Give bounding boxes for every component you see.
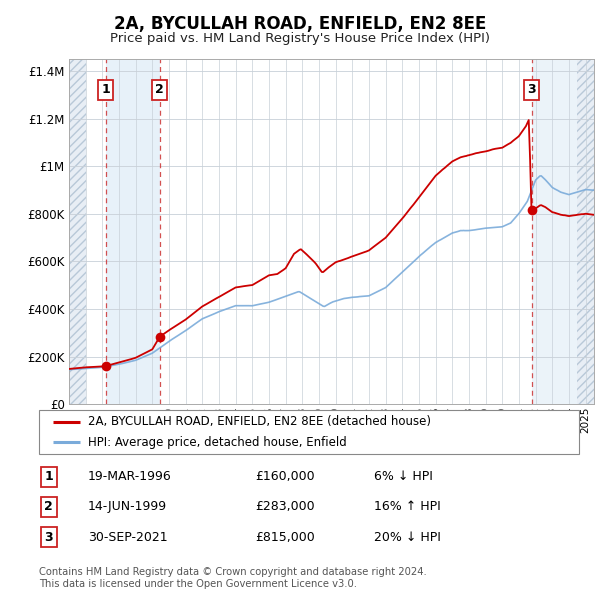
Text: 20% ↓ HPI: 20% ↓ HPI [374, 530, 440, 543]
Text: 30-SEP-2021: 30-SEP-2021 [88, 530, 167, 543]
Bar [577, 59, 594, 404]
Bar [532, 59, 577, 404]
Text: 2A, BYCULLAH ROAD, ENFIELD, EN2 8EE (detached house): 2A, BYCULLAH ROAD, ENFIELD, EN2 8EE (det… [88, 415, 431, 428]
Text: £283,000: £283,000 [255, 500, 314, 513]
Text: 2A, BYCULLAH ROAD, ENFIELD, EN2 8EE: 2A, BYCULLAH ROAD, ENFIELD, EN2 8EE [114, 15, 486, 33]
Text: 1: 1 [101, 83, 110, 96]
Text: 2: 2 [44, 500, 53, 513]
Text: 6% ↓ HPI: 6% ↓ HPI [374, 470, 433, 483]
Text: Price paid vs. HM Land Registry's House Price Index (HPI): Price paid vs. HM Land Registry's House … [110, 32, 490, 45]
Text: 14-JUN-1999: 14-JUN-1999 [88, 500, 167, 513]
Text: £160,000: £160,000 [255, 470, 314, 483]
Text: 3: 3 [44, 530, 53, 543]
Text: HPI: Average price, detached house, Enfield: HPI: Average price, detached house, Enfi… [88, 436, 346, 449]
Bar [69, 59, 86, 404]
Text: Contains HM Land Registry data © Crown copyright and database right 2024.
This d: Contains HM Land Registry data © Crown c… [39, 567, 427, 589]
Text: 3: 3 [527, 83, 536, 96]
Text: 1: 1 [44, 470, 53, 483]
Text: 19-MAR-1996: 19-MAR-1996 [88, 470, 172, 483]
Bar [106, 59, 160, 404]
Text: 16% ↑ HPI: 16% ↑ HPI [374, 500, 440, 513]
Text: 2: 2 [155, 83, 164, 96]
FancyBboxPatch shape [39, 410, 579, 454]
Text: £815,000: £815,000 [255, 530, 315, 543]
